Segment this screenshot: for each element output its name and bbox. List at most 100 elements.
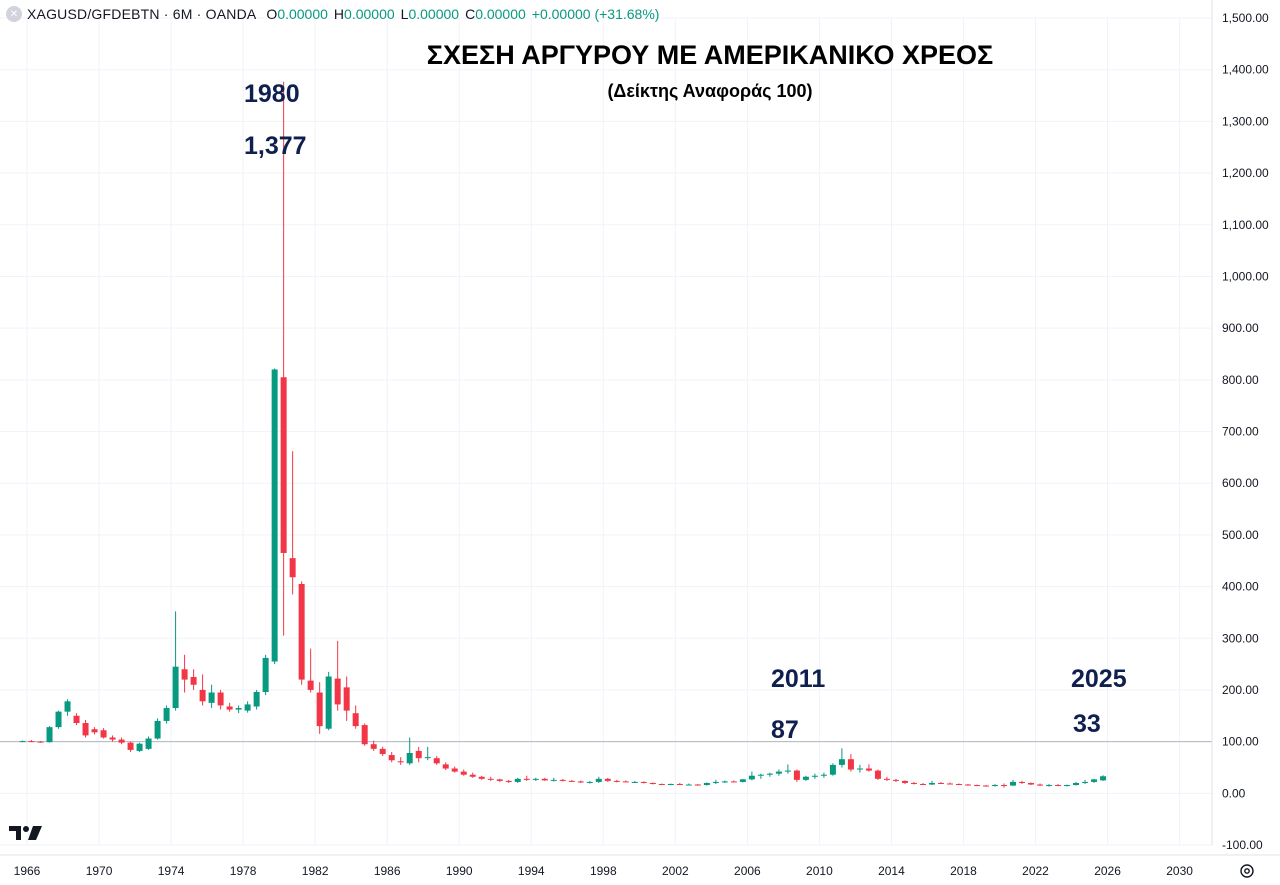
candle-body <box>127 742 134 750</box>
candle-body <box>982 785 989 787</box>
candle-body <box>1037 784 1044 786</box>
x-tick-label: 1986 <box>374 864 401 878</box>
candle-body <box>847 759 854 770</box>
candle-body <box>325 676 332 729</box>
y-tick-label: 1,500.00 <box>1222 11 1269 25</box>
candle-body <box>964 784 971 786</box>
symbol-name[interactable]: XAGUSD/GFDEBTN · 6M · OANDA <box>27 6 257 22</box>
candle-body <box>253 692 260 707</box>
settings-gear-icon[interactable] <box>1238 862 1256 880</box>
candle-body <box>136 743 143 751</box>
candle-body <box>955 784 962 786</box>
tradingview-logo-icon[interactable] <box>9 824 43 842</box>
x-tick-label: 1970 <box>86 864 113 878</box>
candle-body <box>901 780 908 783</box>
last-year-label: 2025 <box>1071 665 1127 693</box>
candle-body <box>406 752 413 764</box>
candle-body <box>595 778 602 782</box>
candle-body <box>910 782 917 785</box>
candle-body <box>28 741 35 743</box>
x-tick-label: 2018 <box>950 864 977 878</box>
chart-title: ΣΧΕΣΗ ΑΡΓΥΡΟΥ ΜΕ ΑΜΕΡΙΚΑΝΙΚΟ ΧΡΕΟΣ <box>426 40 994 70</box>
candle-body <box>946 783 953 785</box>
candle-body <box>1073 782 1080 786</box>
x-tick-label: 2022 <box>1022 864 1049 878</box>
candle-body <box>667 784 674 786</box>
mid-year-label: 2011 <box>771 665 826 693</box>
y-tick-label: 1,000.00 <box>1222 269 1269 283</box>
candle-body <box>1082 781 1089 783</box>
candle-body <box>379 748 386 755</box>
candle-body <box>1028 782 1035 785</box>
candle-body <box>586 781 593 783</box>
candle-body <box>991 785 998 787</box>
candle-body <box>352 713 359 727</box>
candle-body <box>856 768 863 770</box>
candle-body <box>424 757 431 759</box>
peak-value-label: 1,377 <box>244 132 307 160</box>
candle-body <box>451 768 458 772</box>
candle-body <box>361 725 368 745</box>
candle-body <box>73 715 80 724</box>
close-label: C <box>465 6 476 22</box>
candle-body <box>604 778 611 781</box>
y-tick-label: 400.00 <box>1222 580 1259 594</box>
candle-body <box>145 738 152 749</box>
y-tick-label: 0.00 <box>1222 786 1246 800</box>
candle-body <box>631 781 638 783</box>
x-tick-label: 1978 <box>230 864 257 878</box>
candle-body <box>514 778 521 782</box>
candle-body <box>838 759 845 765</box>
candle-body <box>262 657 269 693</box>
candle-body <box>1046 785 1053 787</box>
candle-body <box>163 708 170 721</box>
candle-body <box>1064 785 1071 787</box>
y-tick-label: 600.00 <box>1222 476 1259 490</box>
candle-body <box>226 706 233 710</box>
candle-body <box>937 782 944 784</box>
candle-body <box>154 720 161 739</box>
x-tick-label: 2026 <box>1094 864 1121 878</box>
candle-body <box>1019 781 1026 783</box>
last-value-label: 33 <box>1073 710 1101 738</box>
candle-body <box>460 771 467 775</box>
y-tick-label: 1,200.00 <box>1222 166 1269 180</box>
candle-body <box>478 776 485 779</box>
candle-body <box>100 730 107 738</box>
y-tick-label: 100.00 <box>1222 735 1259 749</box>
candle-body <box>1091 779 1098 782</box>
x-tick-label: 2030 <box>1166 864 1193 878</box>
peak-year-label: 1980 <box>244 80 300 108</box>
candle-body <box>19 741 26 743</box>
x-tick-label: 2006 <box>734 864 761 878</box>
candle-body <box>397 761 404 763</box>
candle-body <box>199 689 206 702</box>
candle-body <box>568 780 575 782</box>
candle-body <box>757 774 764 776</box>
candle-body <box>784 770 791 772</box>
candle-body <box>577 781 584 783</box>
candle-body <box>190 677 197 685</box>
candle-body <box>433 758 440 764</box>
y-tick-label: 900.00 <box>1222 321 1259 335</box>
x-tick-label: 1990 <box>446 864 473 878</box>
candle-body <box>928 782 935 785</box>
y-tick-label: -100.00 <box>1222 838 1263 852</box>
y-tick-label: 700.00 <box>1222 425 1259 439</box>
x-tick-label: 2014 <box>878 864 905 878</box>
high-value: 0.00000 <box>344 6 395 22</box>
candle-body <box>559 779 566 781</box>
candle-body <box>316 692 323 727</box>
candle-body <box>289 558 296 578</box>
x-tick-label: 1998 <box>590 864 617 878</box>
candle-body <box>766 773 773 775</box>
x-tick-label: 2010 <box>806 864 833 878</box>
candle-body <box>496 779 503 781</box>
candle-body <box>775 771 782 774</box>
candle-body <box>46 727 53 743</box>
candle-body <box>280 377 287 553</box>
candle-body <box>685 784 692 786</box>
low-value: 0.00000 <box>408 6 460 22</box>
candle-body <box>1000 785 1007 787</box>
